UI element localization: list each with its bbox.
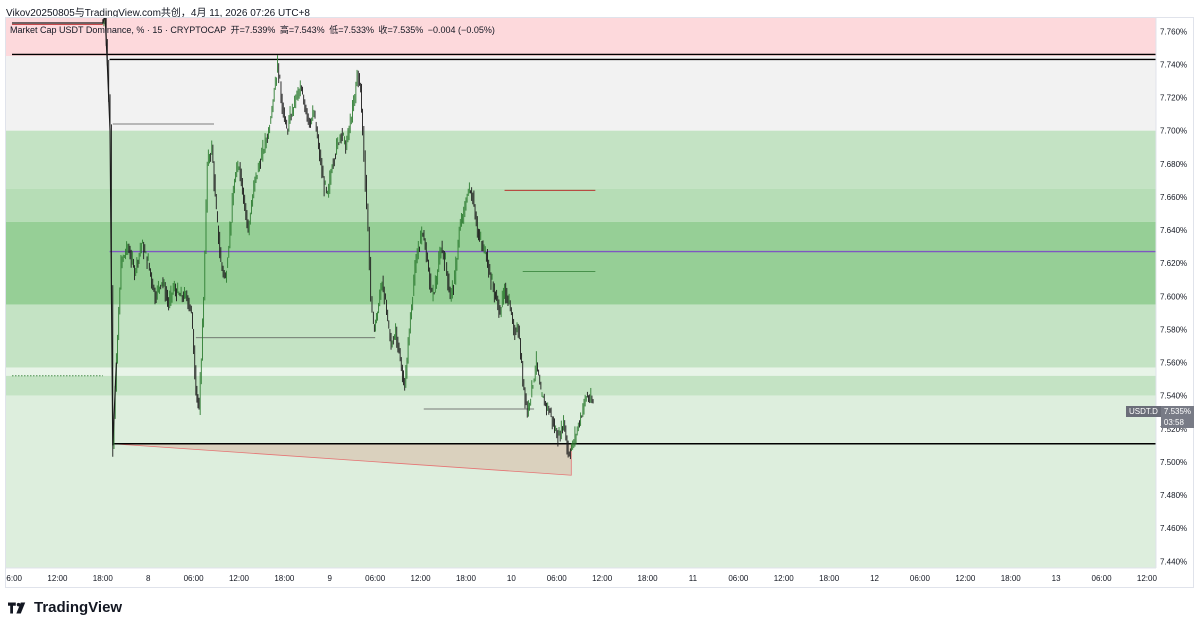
y-tick-label: 7.620% (1160, 259, 1187, 268)
y-tick-label: 7.640% (1160, 226, 1187, 235)
y-tick-label: 7.500% (1160, 458, 1187, 467)
last-price-value: 7.535% (1160, 406, 1195, 417)
y-tick-label: 7.520% (1160, 425, 1187, 434)
price-axis: 7.760% 7.740% 7.720% 7.700% 7.680% 7.660% 7.64… (1155, 18, 1187, 568)
legend-close: 收=7.535% (378, 25, 424, 35)
y-tick-label: 7.460% (1160, 524, 1187, 533)
symbol-badge: USDT.D (1126, 406, 1161, 417)
x-tick-label: 12:00 (1137, 574, 1158, 583)
tradingview-logo-text: TradingView (34, 599, 123, 616)
x-tick-label: 18:00 (93, 574, 114, 583)
x-tick-label: 13 (1052, 574, 1061, 583)
x-tick-label: 12:00 (955, 574, 976, 583)
legend-symbol[interactable]: Market Cap USDT Dominance, % · 15 · CRYP… (10, 25, 227, 35)
x-tick-label: 18:00 (274, 574, 295, 583)
time-axis: 06:00 12:00 18:00 8 06:00 12:00 18:00 9 06:00 12:… (6, 567, 1158, 583)
x-tick-label: 06:00 (6, 574, 23, 583)
y-tick-label: 7.740% (1160, 60, 1187, 69)
price-badge: 7.535% 03:58 (1160, 406, 1195, 428)
y-tick-label: 7.700% (1160, 127, 1187, 136)
x-tick-label: 12:00 (592, 574, 613, 583)
chart-attribution: Vikov20250805与TradingView.com共创，4月 11, 2… (6, 8, 310, 19)
upper-neutral-zone (6, 56, 1156, 131)
y-tick-label: 7.660% (1160, 193, 1187, 202)
legend-change: −0.004 (−0.05%) (427, 25, 495, 35)
x-tick-label: 18:00 (456, 574, 477, 583)
y-tick-label: 7.680% (1160, 160, 1187, 169)
x-tick-label: 18:00 (1001, 574, 1022, 583)
x-tick-label: 18:00 (819, 574, 840, 583)
x-tick-label: 12:00 (774, 574, 795, 583)
legend-open: 开=7.539% (230, 25, 276, 35)
y-tick-label: 7.480% (1160, 491, 1187, 500)
chart-area[interactable]: 7.760% 7.740% 7.720% 7.700% 7.680% 7.660% 7.64… (5, 17, 1194, 588)
x-tick-label: 06:00 (1092, 574, 1113, 583)
ohlc-legend: Market Cap USDT Dominance, % · 15 · CRYP… (10, 23, 497, 36)
price-series (12, 18, 594, 460)
x-tick-label: 12:00 (47, 574, 68, 583)
green-zone-5 (6, 367, 1156, 376)
tradingview-logo[interactable]: TradingView (8, 599, 122, 616)
levels-layer (12, 53, 1156, 445)
y-tick-label: 7.440% (1160, 557, 1187, 566)
y-tick-label: 7.580% (1160, 325, 1187, 334)
x-tick-label: 12:00 (229, 574, 250, 583)
x-tick-label: 9 (328, 574, 333, 583)
green-zone-2 (6, 188, 1156, 222)
y-tick-label: 7.760% (1160, 27, 1187, 36)
zones-layer (6, 18, 1156, 568)
resistance-zone (6, 18, 1156, 57)
price-line-start (12, 18, 118, 446)
last-price-tag: USDT.D 7.535% 03:58 (1126, 406, 1195, 428)
y-tick-label: 7.720% (1160, 94, 1187, 103)
bar-countdown: 03:58 (1160, 417, 1195, 428)
green-zone-1 (6, 130, 1156, 189)
green-zone-3 (6, 221, 1156, 305)
x-tick-label: 11 (689, 574, 698, 583)
price-chart[interactable]: 7.760% 7.740% 7.720% 7.700% 7.680% 7.660% 7.64… (6, 18, 1193, 587)
x-tick-label: 06:00 (910, 574, 931, 583)
x-tick-label: 06:00 (365, 574, 386, 583)
x-tick-label: 18:00 (638, 574, 659, 583)
x-tick-label: 12 (870, 574, 879, 583)
tradingview-logo-icon (8, 601, 26, 614)
y-tick-label: 7.560% (1160, 359, 1187, 368)
x-tick-label: 06:00 (184, 574, 205, 583)
legend-low: 低=7.533% (329, 25, 374, 35)
x-tick-label: 06:00 (728, 574, 749, 583)
green-zone-4 (6, 304, 1156, 368)
green-zone-6 (6, 375, 1156, 396)
y-tick-label: 7.600% (1160, 292, 1187, 301)
x-tick-label: 12:00 (411, 574, 432, 583)
x-tick-label: 06:00 (547, 574, 568, 583)
x-tick-label: 8 (146, 574, 151, 583)
x-tick-label: 10 (507, 574, 516, 583)
y-tick-label: 7.540% (1160, 392, 1187, 401)
segments-layer (12, 24, 596, 410)
legend-high: 高=7.543% (279, 25, 325, 35)
